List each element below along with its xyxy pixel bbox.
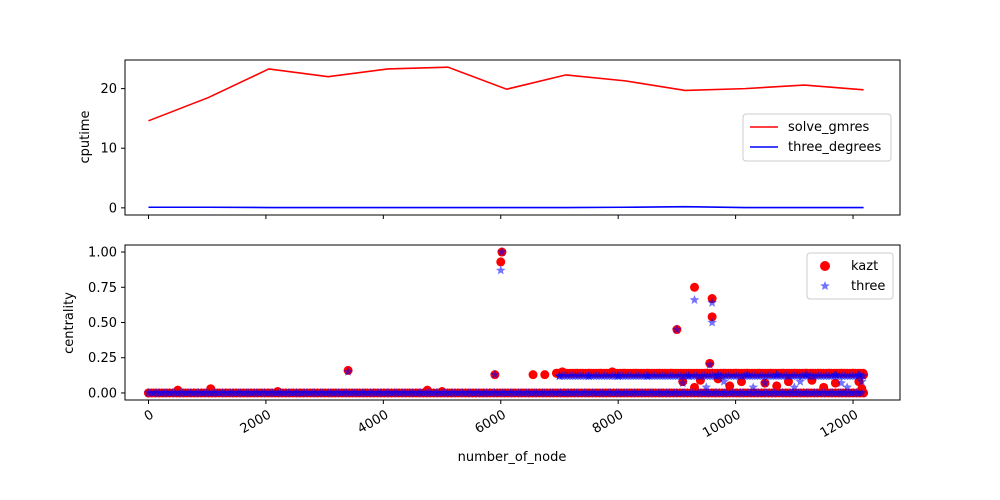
top-series-lines [148,66,864,209]
top-y-tick-label: 20 [100,82,117,97]
point-three [496,265,506,275]
point-three [719,376,729,386]
point-three [584,371,594,381]
point-three [742,369,753,379]
point-three [858,371,869,381]
bottom-legend: kazt three [806,252,894,300]
point-three [830,369,841,379]
point-three [760,378,770,388]
legend-marker-three [820,281,830,291]
point-three [497,247,507,257]
point-three [705,359,715,369]
point-kazt [772,381,782,391]
point-kazt [540,370,550,380]
top-y-tick-label: 10 [100,142,117,157]
bottom-y-tick-label: 0.75 [88,281,117,296]
legend-label-kazt: kazt [851,259,878,274]
point-kazt [528,370,538,380]
point-three [672,324,682,334]
top-y-axis-label: cputime [78,110,93,163]
legend-label-three-degrees: three_degrees [788,140,881,155]
legend-label-three: three [851,279,885,294]
point-kazt [707,312,717,322]
point-three [836,378,847,388]
bottom-y-axis-label: centrality [62,292,77,354]
point-three [801,369,811,379]
point-three [707,297,717,307]
point-three [613,371,623,381]
point-three [789,382,800,392]
legend-marker-kazt [820,261,830,271]
top-panel: 0 10 20 cputime solve_gmres three_degrees [78,59,901,219]
point-kazt [830,378,840,388]
point-three [689,294,700,304]
point-three [854,369,864,379]
line-solve-gmres [148,66,864,122]
point-three [707,317,717,327]
point-three [343,366,353,376]
point-kazt [690,282,700,292]
point-kazt [819,382,829,392]
point-three [490,369,500,379]
bottom-y-tick-label: 0.00 [88,386,117,401]
point-three [795,376,805,386]
point-three [842,382,852,392]
bottom-y-tick-label: 0.50 [88,316,117,331]
point-three [554,371,565,381]
point-three [748,382,758,392]
x-axis-label: number_of_node [458,450,567,465]
point-three [678,378,688,388]
point-three [683,371,694,381]
point-three [642,371,653,381]
line-three-degrees [148,205,864,209]
point-kazt [725,381,735,391]
point-three [857,376,867,386]
top-axis-ticks: 0 10 20 [100,82,854,219]
point-three [857,387,867,397]
point-three [771,369,782,379]
top-legend-box [742,113,892,162]
bottom-scatter-points [143,247,869,398]
bottom-y-tick-label: 1.00 [88,246,117,261]
point-kazt [496,257,506,267]
point-three [713,369,723,379]
bottom-panel: 0.000.250.500.751.000 2000 4000 6000 8000 100… [62,244,901,465]
top-axes-frame [124,59,901,216]
legend-label-solve-gmres: solve_gmres [788,120,870,135]
top-y-tick-label: 0 [109,201,117,216]
bottom-y-tick-label: 0.25 [88,351,117,366]
top-legend: solve_gmres three_degrees [742,113,892,162]
point-three [701,382,712,392]
